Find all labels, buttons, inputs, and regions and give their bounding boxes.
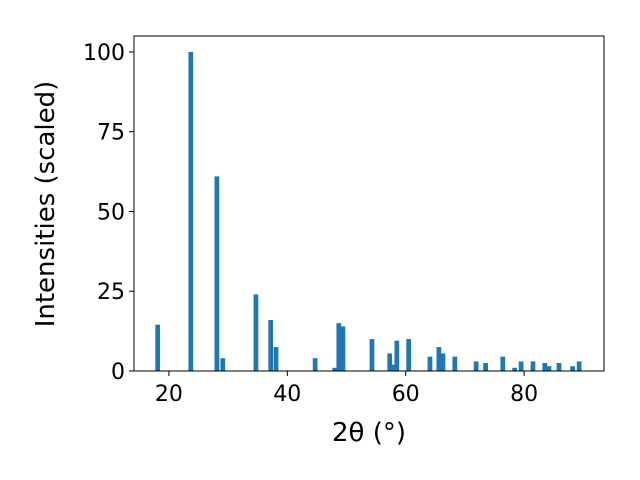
bar [188, 51, 194, 371]
bar [340, 326, 346, 371]
y-tick-label: 100 [83, 41, 125, 66]
x-axis-label: 2θ (°) [332, 418, 406, 448]
bar [436, 347, 442, 371]
bar [546, 366, 552, 371]
x-tick-label: 40 [273, 382, 301, 407]
y-tick-label: 0 [111, 360, 125, 385]
bar [214, 176, 220, 371]
y-tick-label: 75 [97, 121, 125, 146]
bar [273, 347, 279, 371]
bar [155, 324, 161, 371]
bar [312, 358, 318, 371]
y-tick-label: 25 [97, 280, 125, 305]
bar [542, 363, 548, 371]
bar [452, 356, 458, 371]
bar [483, 363, 488, 371]
bar [336, 323, 342, 371]
x-tick-label: 20 [155, 382, 183, 407]
bar [530, 361, 536, 371]
bar [253, 294, 259, 371]
bar [268, 319, 274, 371]
bar [406, 339, 412, 371]
bar [369, 339, 375, 371]
bar [220, 358, 226, 371]
bar [387, 353, 393, 371]
bar [427, 356, 433, 371]
plot-frame [133, 35, 605, 372]
bar [512, 367, 517, 371]
bar [332, 367, 338, 371]
bar [518, 361, 524, 371]
bar [556, 363, 562, 371]
y-tick-label: 50 [97, 200, 125, 225]
bar [570, 366, 575, 371]
bar [576, 361, 582, 371]
y-axis-label: Intensities (scaled) [31, 81, 61, 328]
bar [440, 353, 446, 371]
x-tick-label: 80 [510, 382, 538, 407]
bar [500, 356, 506, 371]
bar [473, 361, 479, 371]
bar [394, 340, 400, 371]
bar [391, 364, 397, 371]
x-tick-label: 60 [392, 382, 420, 407]
